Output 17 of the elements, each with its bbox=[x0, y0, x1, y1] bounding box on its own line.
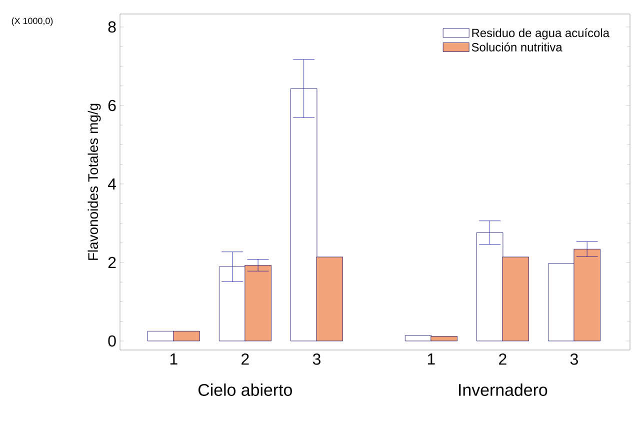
legend-label: Solución nutritiva bbox=[472, 42, 562, 52]
y-tick-label: 2 bbox=[108, 256, 116, 268]
y-tick-label: 0 bbox=[108, 335, 116, 347]
y-tick-label: 6 bbox=[108, 100, 116, 112]
text: Cielo abierto bbox=[198, 384, 292, 396]
x-tick-label: 3 bbox=[570, 354, 578, 365]
legend-label: Residuo de agua acuícola bbox=[472, 28, 610, 40]
y-tick-label: 4 bbox=[108, 178, 116, 190]
x-tick-label: 1 bbox=[428, 354, 435, 364]
text: (X 1000,0) bbox=[12, 18, 53, 26]
y-tick-label: 8 bbox=[108, 21, 116, 33]
x-tick-label: 1 bbox=[170, 354, 178, 364]
x-tick-label: 3 bbox=[312, 354, 320, 365]
text: Invernadero bbox=[459, 384, 548, 396]
x-tick-label: 2 bbox=[242, 354, 249, 365]
x-tick-label: 2 bbox=[499, 354, 506, 365]
y-axis-title: Flavonoides Totales mg/g bbox=[88, 104, 101, 260]
